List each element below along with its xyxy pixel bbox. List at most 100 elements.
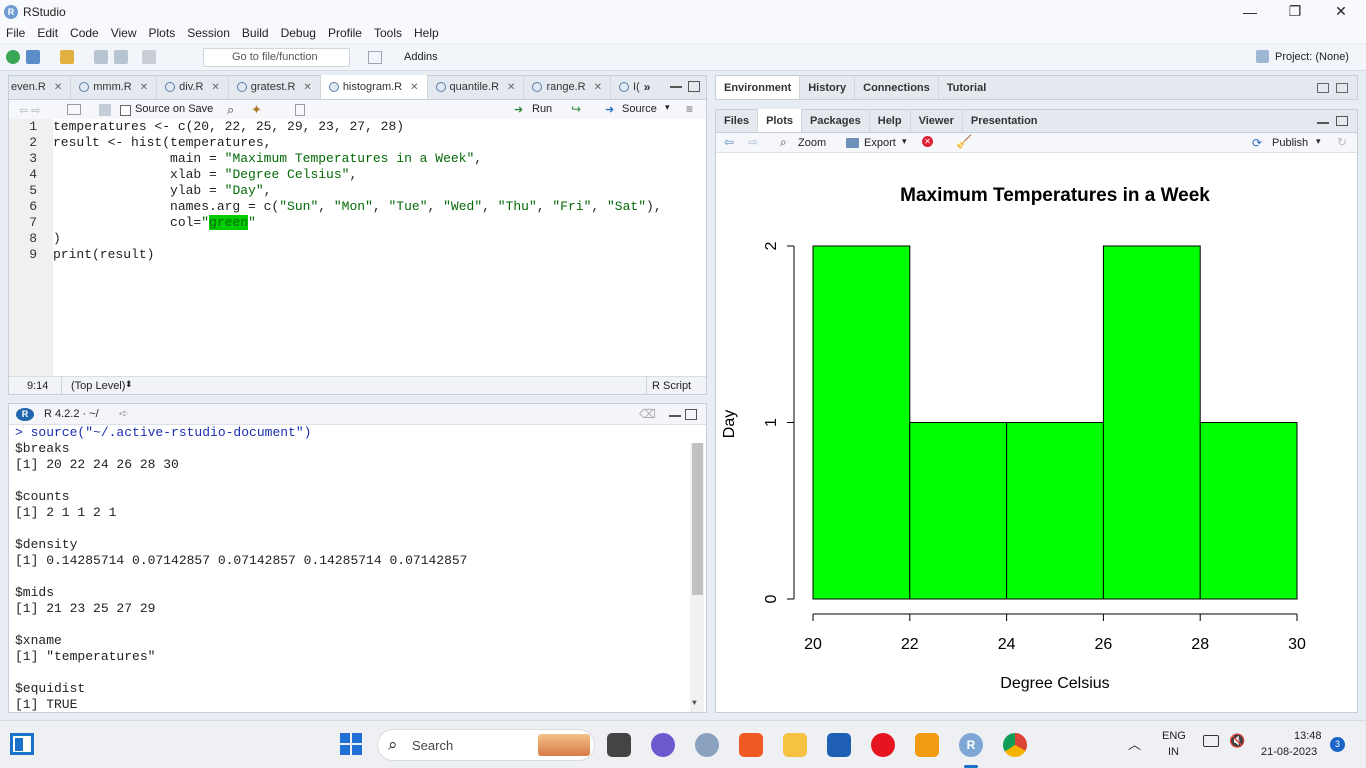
menu-debug[interactable]: Debug [280,26,316,40]
opera-icon[interactable] [871,733,895,757]
chevron-up-icon[interactable]: ︿ [1128,737,1142,752]
menu-tools[interactable]: Tools [373,26,402,40]
show-in-window-icon[interactable] [67,104,81,115]
minimize-button[interactable]: — [1243,3,1257,20]
code-line[interactable]: 5 ylab = "Day", [9,183,706,199]
tab-tutorial[interactable]: Tutorial [946,81,987,94]
maximize-pane-icon[interactable] [688,81,700,92]
close-icon[interactable]: ✕ [303,81,312,93]
clear-plots-broom-icon[interactable]: 🧹 [956,134,973,149]
tab-gratest[interactable]: gratest.R ✕ [229,75,321,99]
save-icon[interactable] [99,104,111,116]
task-view-icon[interactable] [607,733,631,757]
new-file-icon[interactable] [6,50,20,64]
tab-histogram[interactable]: histogram.R ✕ [320,75,428,99]
display-icon[interactable] [1203,735,1219,747]
tab-presentation[interactable]: Presentation [970,114,1038,127]
tab-viewer[interactable]: Viewer [911,109,963,132]
menu-view[interactable]: View [110,26,137,40]
export-button[interactable]: Export [864,137,896,149]
code-line[interactable]: 2 result <- hist(temperatures, [9,135,706,151]
tab-connections[interactable]: Connections [855,76,939,99]
source-button[interactable]: Source [622,103,657,115]
code-editor[interactable]: 1 temperatures <- c(20, 22, 25, 29, 23, 2… [9,119,706,376]
menu-code[interactable]: Code [70,26,99,40]
code-line[interactable]: 3 main = "Maximum Temperatures in a Week… [9,151,706,167]
menu-build[interactable]: Build [241,26,269,40]
code-line[interactable]: 9 print(result) [9,247,706,263]
close-icon[interactable]: ✕ [593,81,602,93]
chevron-down-icon[interactable]: ▾ [902,136,907,146]
goto-directory-icon[interactable]: ➪ [119,408,129,420]
maximize-pane-icon[interactable] [1336,83,1348,93]
tab-even[interactable]: even.R ✕ [9,75,72,99]
close-icon[interactable]: ✕ [410,81,419,93]
close-icon[interactable]: ✕ [211,81,220,93]
r-app-icon[interactable] [695,733,719,757]
source-on-save-checkbox[interactable] [120,105,131,116]
brave-browser-icon[interactable] [739,733,763,757]
menu-edit[interactable]: Edit [37,26,59,40]
close-button[interactable]: ✕ [1335,3,1347,19]
outline-icon[interactable]: ≡ [686,102,694,116]
more-tabs-icon[interactable]: » [643,80,651,94]
clear-console-icon[interactable]: ⌫ [639,407,656,421]
chevron-down-icon[interactable]: ▾ [665,102,670,112]
addins-menu[interactable]: Addins [404,51,438,63]
tab-environment[interactable]: Environment [716,76,801,99]
refresh-icon[interactable]: ↻ [1337,135,1348,149]
scrollbar-thumb[interactable] [692,443,703,595]
grid-layout-icon[interactable] [368,51,382,64]
minimize-pane-icon[interactable] [670,86,682,88]
previous-plot-icon[interactable]: ⇦ [724,135,735,149]
tab-plots[interactable]: Plots [758,109,802,132]
windows-start-icon[interactable] [340,733,362,755]
minimize-pane-icon[interactable] [1317,122,1329,124]
new-project-icon[interactable] [26,50,40,64]
menu-file[interactable]: File [6,26,26,40]
tab-more[interactable]: I(» [611,75,658,99]
tab-history[interactable]: History [800,76,856,99]
chat-icon[interactable] [651,733,675,757]
rstudio-taskbar-icon[interactable]: R [959,733,983,757]
store-icon[interactable] [827,733,851,757]
restore-pane-icon[interactable] [1336,116,1348,126]
back-arrow-icon[interactable]: ⇦ ⇨ [19,105,41,117]
file-type-selector[interactable]: R Script [652,380,692,392]
minimize-pane-icon[interactable] [669,415,681,417]
rerun-icon[interactable]: ↪ [571,102,582,116]
clock-date[interactable]: 21-08-2023 [1261,746,1318,758]
code-line[interactable]: 4 xlab = "Degree Celsius", [9,167,706,183]
language-ime[interactable]: ENG [1162,730,1186,742]
restore-pane-icon[interactable] [1317,83,1329,93]
project-menu[interactable]: Project: (None) [1275,51,1349,63]
maximize-button[interactable]: ❐ [1288,3,1302,19]
close-icon[interactable]: ✕ [53,81,63,93]
goto-file-input[interactable]: Go to file/function [203,48,350,67]
scope-selector[interactable]: (Top Level) [71,380,126,392]
menu-plots[interactable]: Plots [148,26,176,40]
publish-button[interactable]: Publish [1272,137,1309,149]
console-output[interactable]: > source("~/.active-rstudio-document") $b… [9,425,706,712]
save-icon[interactable] [94,50,108,64]
remove-plot-icon[interactable]: ✕ [922,136,933,147]
menu-help[interactable]: Help [414,26,439,40]
notification-badge[interactable]: 3 [1330,737,1345,752]
run-button[interactable]: Run [532,103,553,115]
code-line[interactable]: 8) [9,231,706,247]
search-icon[interactable]: ⌕ [227,102,235,117]
tab-packages[interactable]: Packages [802,109,870,132]
tab-quantile[interactable]: quantile.R ✕ [428,75,525,99]
open-file-icon[interactable] [60,50,74,64]
tab-mmm[interactable]: mmm.R ✕ [71,75,158,99]
code-line[interactable]: 7 col="green" [9,215,706,231]
print-icon[interactable] [142,50,156,64]
save-all-icon[interactable] [114,50,128,64]
tab-help[interactable]: Help [870,109,911,132]
close-icon[interactable]: ✕ [507,81,516,93]
taskbar-search[interactable]: ⌕ Search [377,729,595,761]
console-scrollbar[interactable]: ▼ [690,443,704,712]
app-icon[interactable] [915,733,939,757]
close-icon[interactable]: ✕ [139,81,149,93]
tab-div[interactable]: div.R ✕ [157,75,229,99]
